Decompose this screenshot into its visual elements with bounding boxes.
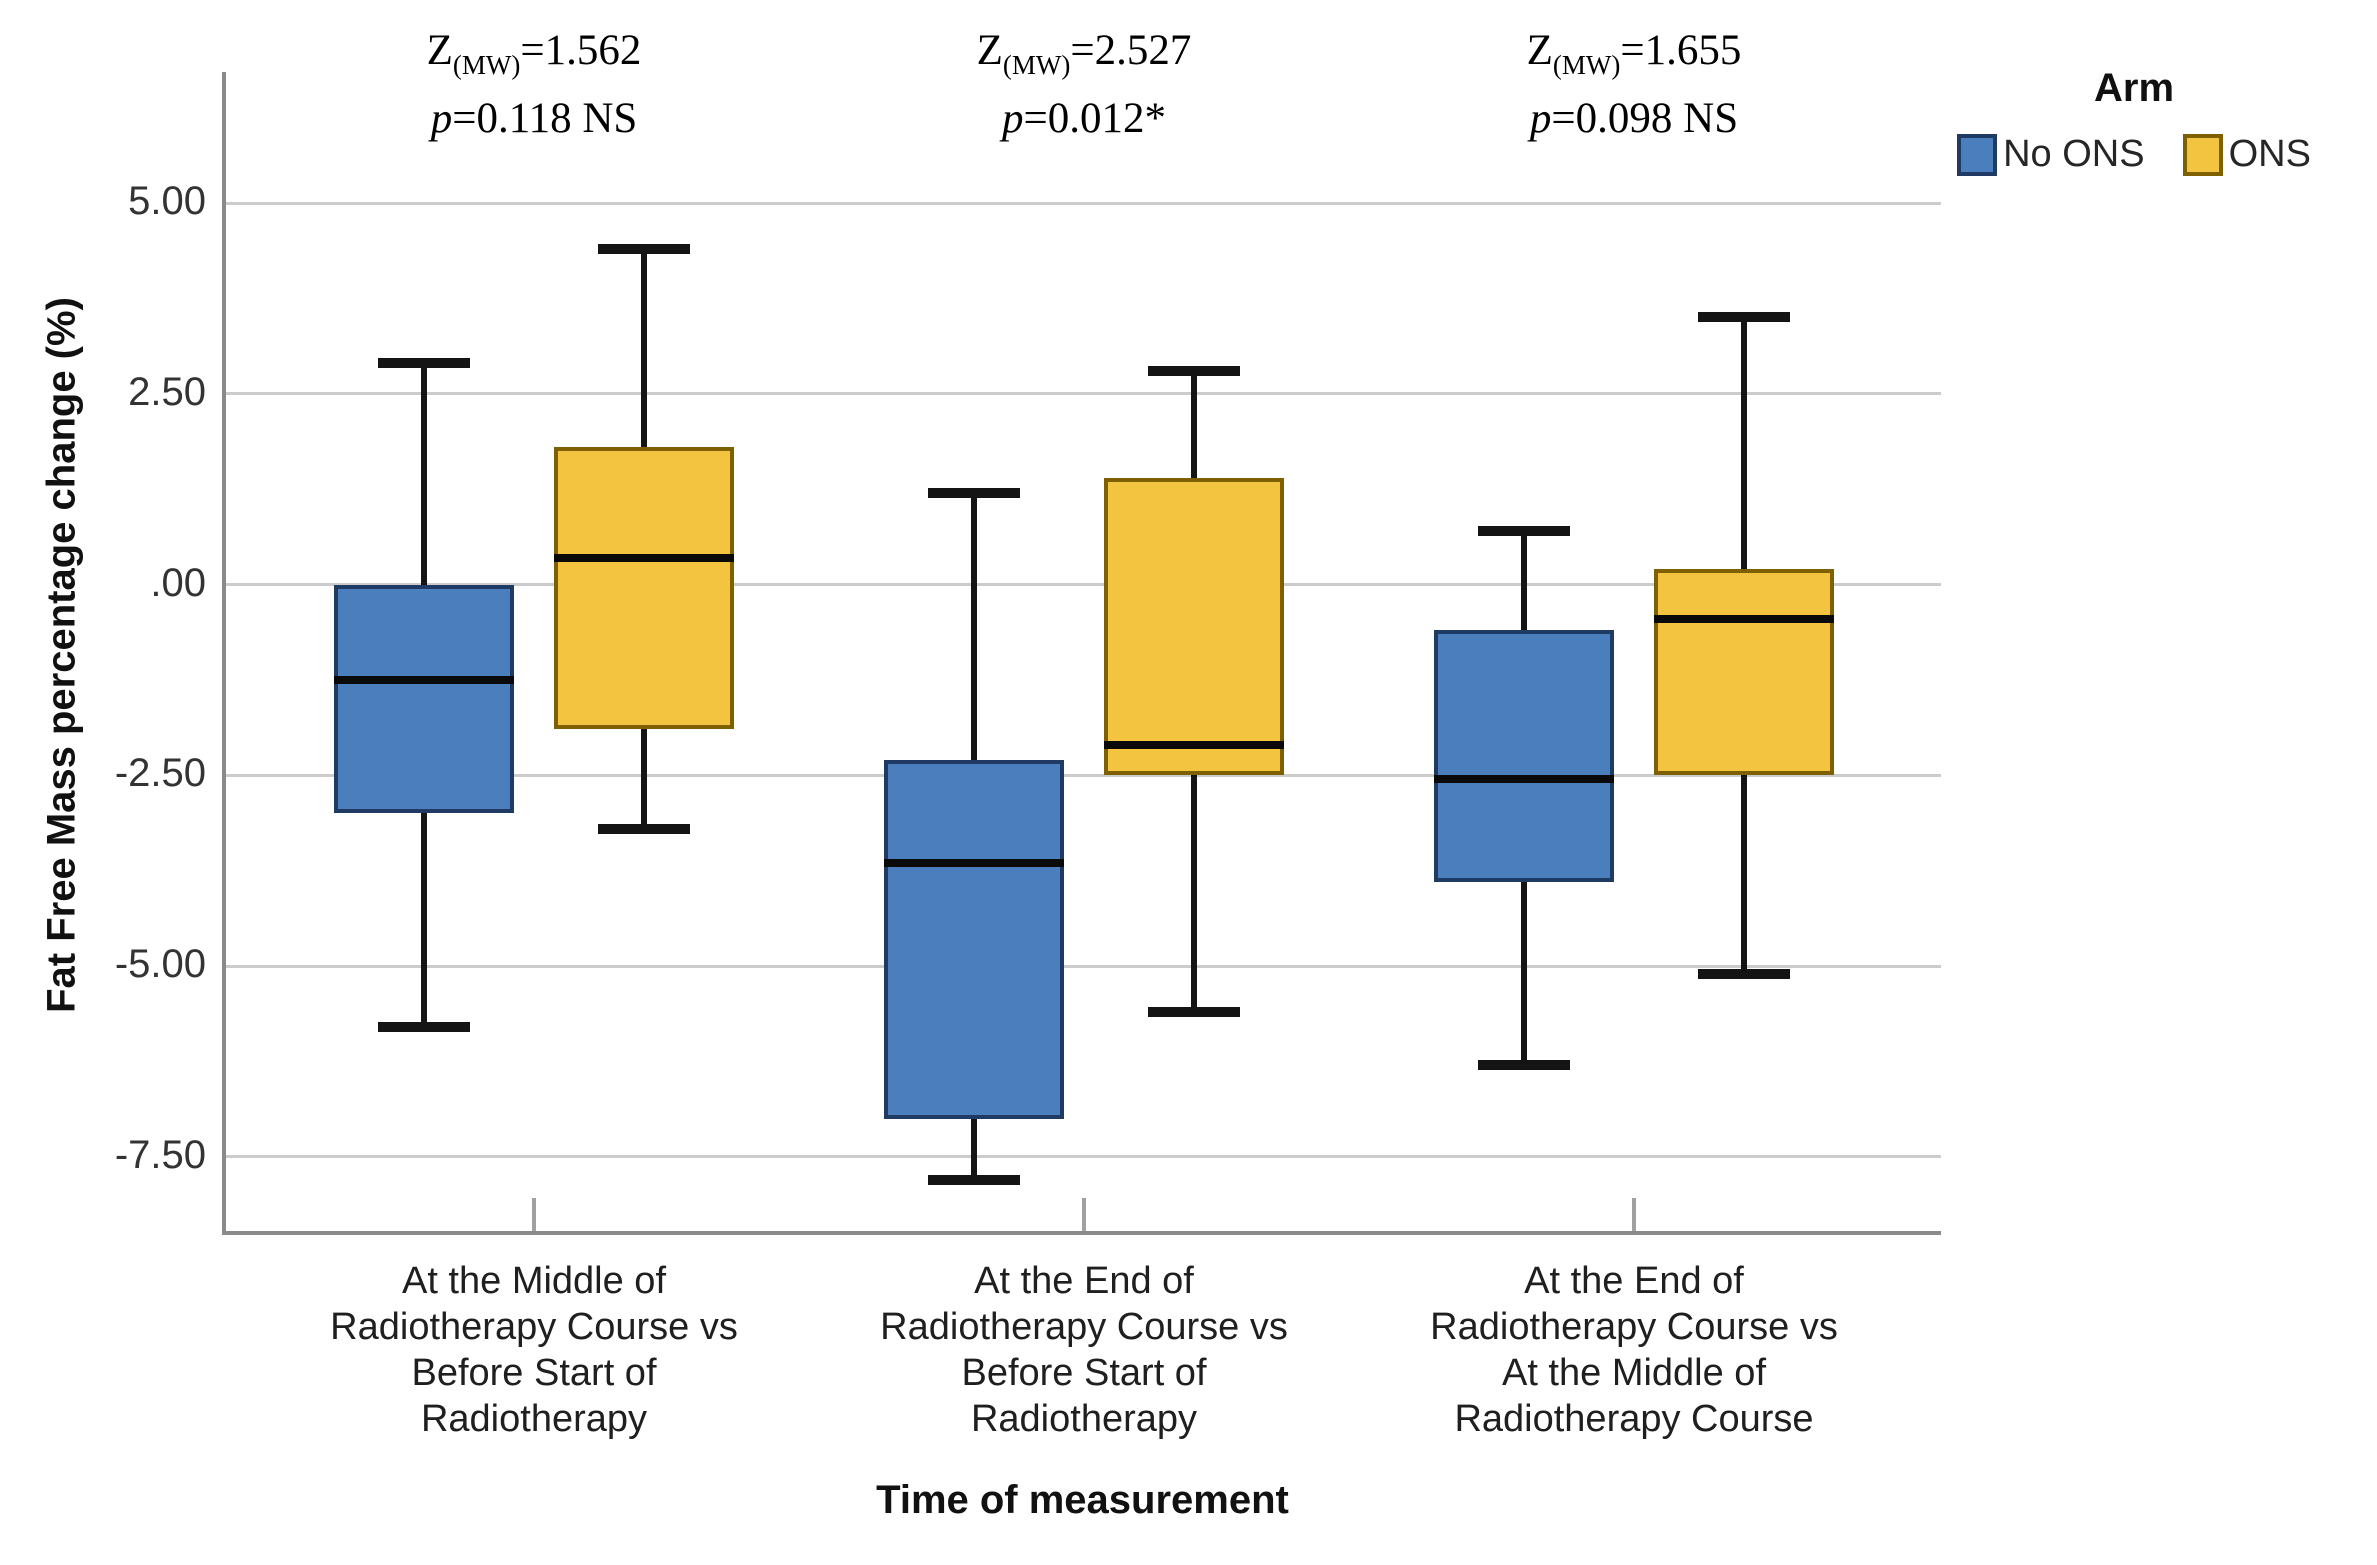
legend-swatch-no-ons <box>1957 133 1998 176</box>
y-tick-label: -2.50 <box>114 751 206 796</box>
gridline--5.00 <box>224 964 1941 968</box>
legend-items: No ONS ONS <box>1891 133 2377 176</box>
whisker-cap-high-no-ons-1 <box>378 358 470 369</box>
median-ons-1 <box>554 553 734 562</box>
z-statistic-line: Z(MW)=2.527 <box>976 27 1192 80</box>
whisker-cap-low-no-ons-1 <box>378 1022 470 1033</box>
y-tick-label: .00 <box>150 560 206 605</box>
y-tick-label: 5.00 <box>128 179 206 223</box>
stat-annotation-2: Z(MW)=2.527 p=0.012* <box>784 24 1384 146</box>
legend-label-no-ons: No ONS <box>2003 133 2145 175</box>
median-no-ons-3 <box>1434 775 1614 784</box>
x-axis-tick-1 <box>532 1198 536 1231</box>
box-no-ons-3 <box>1434 630 1614 883</box>
whisker-cap-high-ons-1 <box>598 243 690 254</box>
whisker-cap-high-no-ons-2 <box>928 487 1020 498</box>
box-ons-3 <box>1654 569 1834 776</box>
median-ons-3 <box>1654 614 1834 623</box>
median-no-ons-2 <box>884 858 1064 867</box>
whisker-cap-high-ons-2 <box>1148 365 1240 376</box>
legend-item-no-ons: No ONS <box>1957 133 2145 176</box>
gridline-5.00 <box>224 201 1941 205</box>
x-category-label-1: At the Middle of Radiotherapy Course vs Be… <box>330 1260 738 1440</box>
whisker-cap-low-ons-1 <box>598 823 690 834</box>
legend: Arm No ONS ONS <box>1891 66 2377 176</box>
legend-title: Arm <box>2093 66 2175 110</box>
y-tick-label: -7.50 <box>114 1132 206 1177</box>
whisker-cap-low-ons-2 <box>1148 1006 1240 1017</box>
gridline-2.50 <box>224 392 1941 396</box>
median-ons-2 <box>1104 740 1284 749</box>
box-no-ons-1 <box>334 584 514 814</box>
whisker-cap-high-ons-3 <box>1698 312 1790 323</box>
whisker-cap-low-ons-3 <box>1698 968 1790 979</box>
median-no-ons-1 <box>334 675 514 684</box>
gridline--2.50 <box>224 773 1941 777</box>
box-ons-1 <box>554 447 734 730</box>
box-ons-2 <box>1104 477 1284 776</box>
y-tick-label: -5.00 <box>114 942 206 986</box>
gridline--7.50 <box>224 1155 1941 1159</box>
x-category-label-2: At the End of Radiotherapy Course vs Befor… <box>880 1260 1288 1440</box>
box-no-ons-2 <box>884 759 1064 1119</box>
x-category-label-3: At the End of Radiotherapy Course vs At th… <box>1430 1260 1838 1440</box>
stat-annotation-1: Z(MW)=1.562 p=0.118 NS <box>234 24 834 146</box>
whisker-cap-high-no-ons-3 <box>1478 526 1570 537</box>
gridline-.00 <box>224 583 1941 586</box>
y-tick-label: 2.50 <box>128 369 206 414</box>
z-statistic-line: Z(MW)=1.562 <box>426 27 642 80</box>
whisker-cap-low-no-ons-3 <box>1478 1060 1570 1071</box>
x-axis-line <box>222 1231 1941 1235</box>
legend-swatch-ons <box>2182 133 2223 176</box>
legend-label-ons: ONS <box>2228 133 2311 175</box>
p-value-line: p=0.098 NS <box>1529 95 1739 142</box>
x-axis-tick-2 <box>1082 1198 1086 1231</box>
x-axis-title: Time of measurement <box>876 1478 1289 1522</box>
legend-item-ons: ONS <box>2182 133 2311 176</box>
p-value-line: p=0.012* <box>1001 95 1166 142</box>
x-axis-tick-3 <box>1632 1198 1636 1231</box>
y-axis-line <box>222 72 226 1233</box>
z-statistic-line: Z(MW)=1.655 <box>1526 27 1742 80</box>
stat-annotation-3: Z(MW)=1.655 p=0.098 NS <box>1334 24 1934 146</box>
whisker-cap-low-no-ons-2 <box>928 1174 1020 1185</box>
p-value-line: p=0.118 NS <box>430 95 638 142</box>
